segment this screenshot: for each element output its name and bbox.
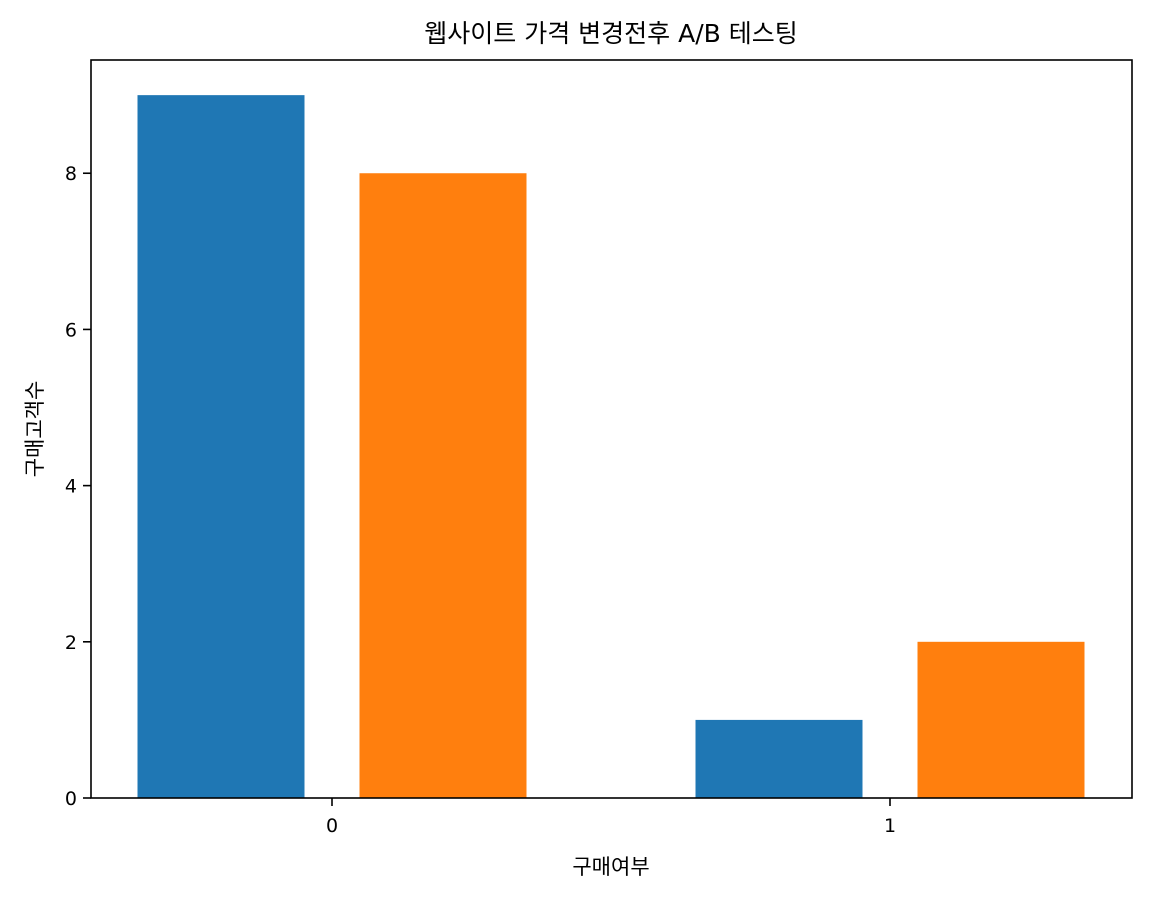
y-tick-label: 6 [65,319,77,341]
y-tick-label: 4 [65,476,77,498]
y-tick-label: 2 [65,632,77,654]
x-axis-label: 구매여부 [572,855,649,879]
y-axis: 0 2 4 6 8 [65,163,91,810]
x-tick-label: 1 [884,815,896,837]
bar-series2-cat-0 [359,173,527,798]
y-axis-label: 구매고객수 [23,381,47,478]
chart-title: 웹사이트 가격 변경전후 A/B 테스팅 [424,19,797,48]
bar-series1-cat-1 [695,719,863,798]
bar-series2-cat-1 [917,641,1085,798]
bar-series1-cat-0 [137,95,305,798]
y-tick-label: 8 [65,163,77,185]
x-tick-label: 0 [326,815,338,837]
bars-group [137,95,1085,798]
y-tick-label: 0 [65,788,77,810]
plot-frame [90,59,1133,799]
